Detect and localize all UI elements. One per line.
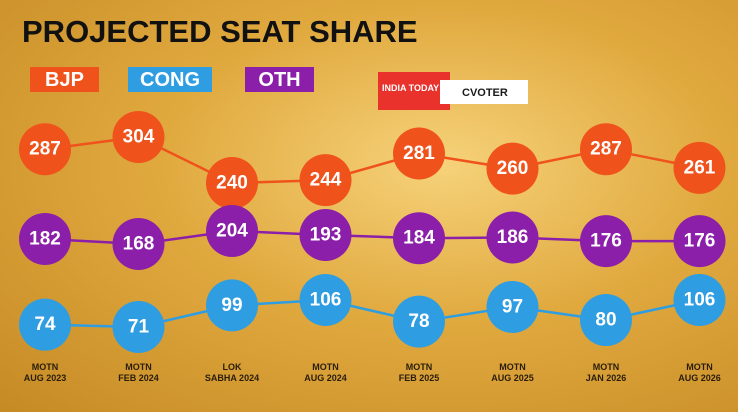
point	[486, 280, 539, 333]
chart-title: PROJECTED SEAT SHARE	[22, 14, 418, 49]
point	[299, 154, 352, 207]
point	[19, 212, 71, 265]
x-tick-label: MOTN FEB 2025	[398, 362, 440, 383]
value-label: 287	[29, 139, 61, 160]
point	[206, 279, 258, 332]
point	[393, 295, 445, 348]
x-tick-label: LOK SABHA 2024	[204, 362, 260, 383]
legend-label: BJP	[45, 69, 84, 91]
point	[112, 301, 165, 353]
value-label: 71	[128, 317, 150, 338]
value-label: 99	[221, 295, 242, 316]
point	[673, 141, 726, 194]
point	[206, 157, 258, 209]
x-tick-label: MOTN AUG 2024	[304, 362, 347, 383]
logo-text: INDIA TODAY GROUP	[382, 83, 475, 93]
value-label: 74	[34, 314, 56, 335]
point	[19, 298, 71, 351]
value-label: 281	[403, 143, 435, 164]
x-tick-label: MOTN AUG 2025	[491, 362, 534, 383]
point	[580, 215, 632, 268]
value-label: 193	[310, 224, 342, 245]
value-label: 106	[684, 290, 716, 311]
point	[19, 123, 71, 176]
value-label: 168	[123, 234, 155, 255]
value-label: 176	[590, 231, 622, 252]
point	[580, 294, 632, 347]
logo-text: CVOTER	[462, 87, 508, 99]
point	[486, 142, 539, 195]
point	[299, 208, 352, 261]
logo-box	[378, 72, 450, 110]
legend-label: CONG	[140, 69, 200, 91]
value-label: 184	[403, 228, 435, 249]
legend-swatch	[30, 67, 99, 92]
value-label: 287	[590, 139, 622, 160]
value-label: 182	[29, 228, 61, 249]
x-tick-label: MOTN FEB 2024	[118, 362, 159, 383]
legend-swatch	[128, 67, 212, 92]
value-label: 204	[216, 221, 248, 242]
legend-label: OTH	[258, 69, 300, 91]
point	[393, 212, 445, 265]
point	[112, 218, 165, 270]
x-tick-label: MOTN AUG 2023	[23, 362, 67, 383]
value-label: 80	[595, 310, 616, 331]
legend-swatch	[245, 67, 314, 92]
point	[299, 274, 352, 326]
value-label: 106	[310, 290, 342, 311]
point	[580, 123, 632, 176]
x-tick-label: MOTN AUG 2026	[678, 362, 721, 383]
value-label: 176	[684, 231, 716, 252]
point	[206, 205, 258, 257]
value-label: 244	[310, 170, 342, 191]
value-label: 240	[216, 173, 248, 194]
point	[486, 211, 539, 264]
point	[112, 111, 165, 163]
value-label: 186	[497, 227, 529, 248]
point	[673, 215, 726, 268]
logo: INDIA TODAY GROUP CVOTER	[378, 72, 528, 110]
value-label: 97	[502, 296, 523, 317]
value-label: 260	[497, 158, 529, 179]
value-label: 304	[123, 127, 155, 148]
point	[673, 274, 726, 326]
value-label: 261	[684, 157, 716, 178]
x-tick-label: MOTN JAN 2026	[585, 362, 627, 383]
value-label: 78	[408, 311, 429, 332]
point	[393, 127, 445, 180]
logo-box	[440, 80, 528, 104]
